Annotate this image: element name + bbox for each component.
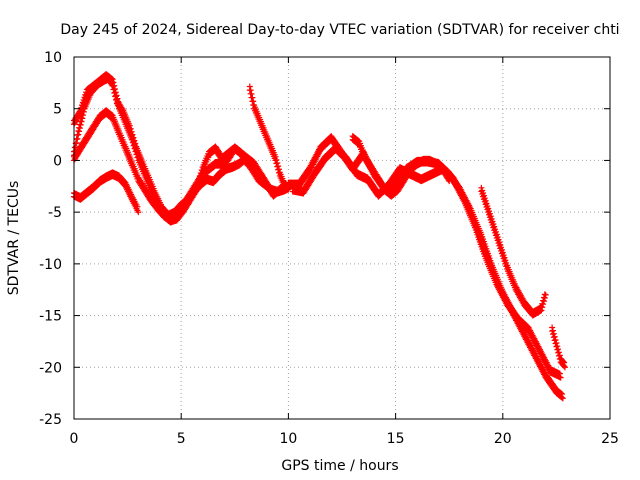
chart-title: Day 245 of 2024, Sidereal Day-to-day VTE… (60, 22, 619, 38)
data-point-marker (556, 370, 563, 377)
data-point-marker (555, 346, 562, 353)
data-point-marker (249, 94, 256, 101)
data-point-marker (445, 173, 452, 180)
series-track-j (549, 324, 568, 371)
y-axis-tick-labels: 10 5 0 -5 -10 -15 -20 -25 (39, 50, 62, 428)
y-axis-label: SDTVAR / TECUs (6, 181, 22, 296)
data-point-marker (542, 291, 549, 298)
data-point-marker (113, 92, 120, 99)
data-point-marker (555, 349, 562, 356)
grid (74, 57, 610, 419)
data-point-marker (243, 157, 250, 164)
data-point-marker (554, 343, 561, 350)
data-point-marker (551, 333, 558, 340)
data-point-marker (112, 89, 119, 96)
data-point-marker (129, 136, 136, 143)
data-point-marker (111, 82, 118, 89)
y-tick-label: -5 (48, 205, 62, 221)
data-point-marker (244, 162, 251, 169)
axis-ticks (73, 56, 611, 420)
plot-frame (73, 56, 611, 420)
y-tick-label: 10 (44, 50, 62, 66)
data-point-marker (115, 98, 122, 105)
data-point-marker (561, 359, 568, 366)
data-point-marker (128, 133, 135, 140)
y-tick-label: -20 (39, 360, 62, 376)
data-point-marker (550, 330, 557, 337)
x-tick-label: 25 (601, 431, 619, 447)
data-point-marker (133, 147, 140, 154)
data-point-marker (134, 203, 141, 210)
y-tick-label: 0 (53, 153, 62, 169)
data-point-marker (109, 76, 116, 83)
x-tick-label: 10 (279, 431, 297, 447)
series-track-d (71, 107, 251, 224)
x-tick-label: 0 (70, 431, 79, 447)
data-point-marker (246, 83, 253, 90)
data-point-marker (549, 324, 556, 331)
data-point-marker (446, 178, 453, 185)
data-point-marker (108, 75, 115, 82)
data-point-marker (561, 364, 568, 371)
x-tick-label: 5 (177, 431, 186, 447)
series-track-c (71, 169, 142, 216)
data-point-marker (275, 163, 282, 170)
data-point-marker (112, 85, 119, 92)
data-point-marker (130, 139, 137, 146)
data-points (71, 71, 568, 402)
x-axis-label: GPS time / hours (281, 458, 398, 474)
data-point-marker (553, 339, 560, 346)
y-tick-label: -10 (39, 257, 62, 273)
y-tick-label: 5 (53, 102, 62, 118)
data-point-marker (444, 171, 451, 178)
y-tick-label: -15 (39, 309, 62, 325)
y-tick-label: -25 (39, 412, 62, 428)
series-track-e (246, 83, 292, 193)
x-axis-tick-labels: 0 5 10 15 20 25 (70, 431, 619, 447)
data-point-marker (114, 95, 121, 102)
data-point-marker (558, 390, 565, 397)
data-point-marker (134, 150, 141, 157)
data-point-marker (131, 141, 138, 148)
series-track-h (349, 133, 453, 200)
data-point-marker (552, 336, 559, 343)
x-tick-label: 20 (494, 431, 512, 447)
data-point-marker (557, 374, 564, 381)
data-point-marker (273, 156, 280, 163)
data-point-marker (556, 352, 563, 359)
data-point-marker (274, 160, 281, 167)
data-point-marker (135, 209, 142, 216)
data-point-marker (132, 144, 139, 151)
series-track-i (478, 184, 549, 319)
data-point-marker (272, 153, 279, 160)
data-point-marker (250, 98, 257, 105)
data-point-marker (248, 90, 255, 97)
data-point-marker (110, 79, 117, 86)
data-point-marker (559, 395, 566, 402)
data-point-marker (275, 166, 282, 173)
data-point-marker (559, 391, 566, 398)
data-point-marker (549, 327, 556, 334)
data-point-marker (247, 87, 254, 94)
data-point-marker (560, 358, 567, 365)
x-tick-label: 15 (387, 431, 405, 447)
